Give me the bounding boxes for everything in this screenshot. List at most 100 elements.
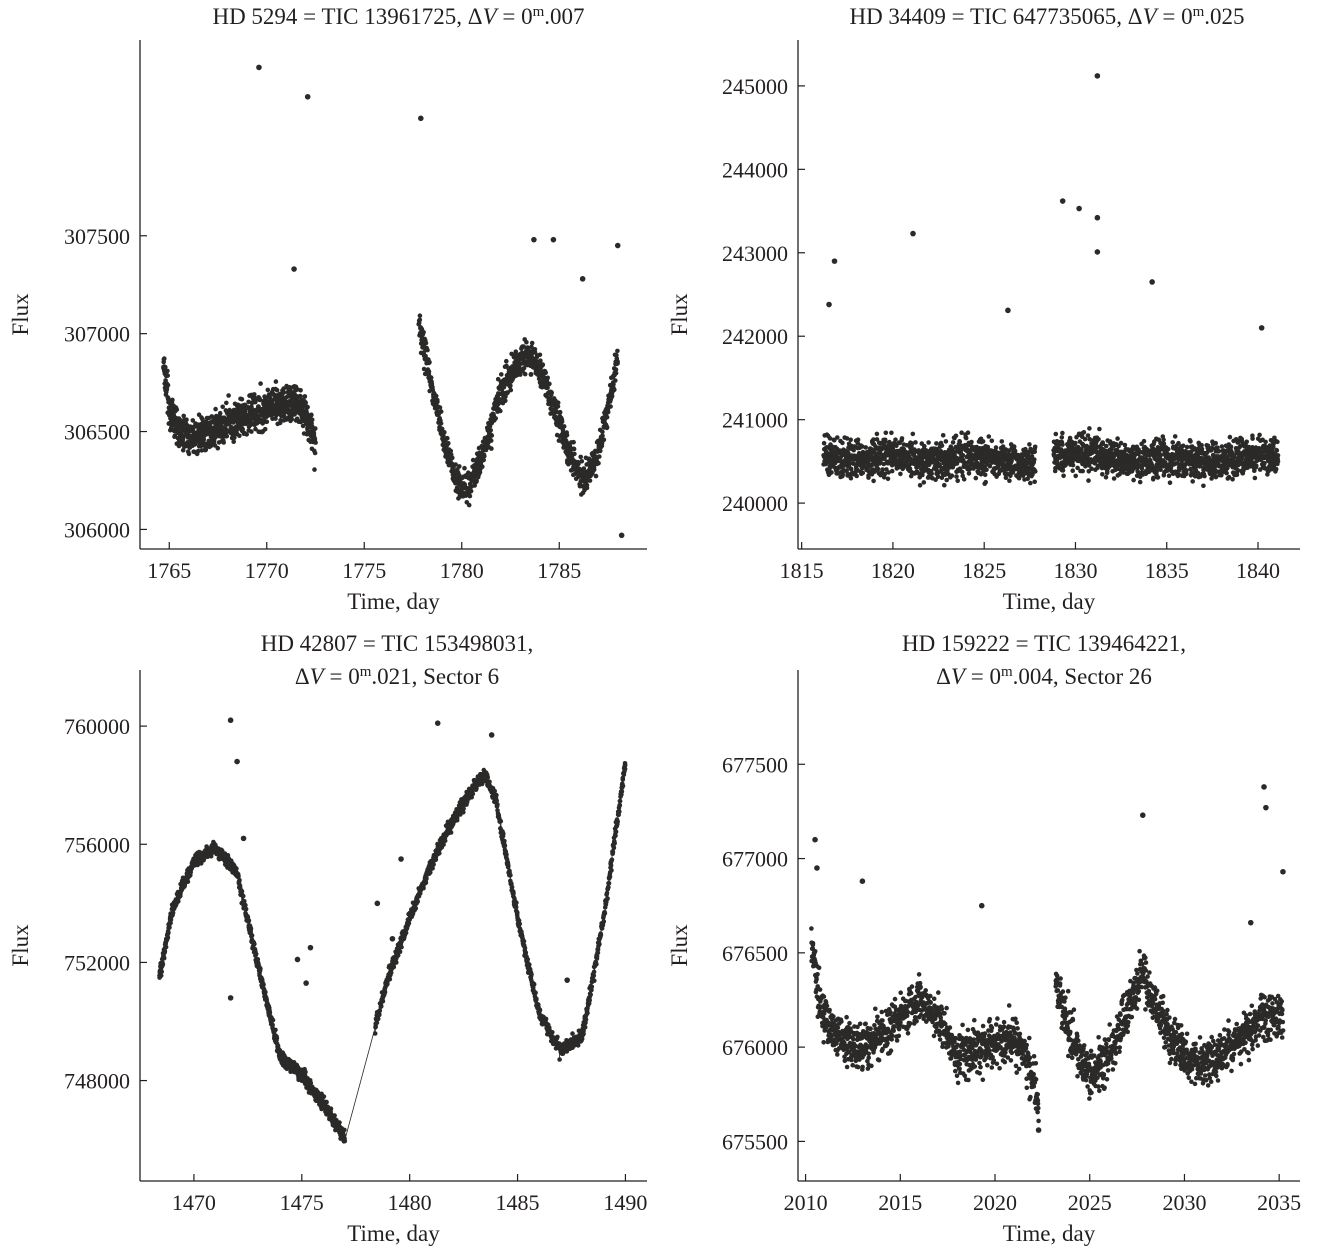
data-point xyxy=(438,409,444,414)
data-point xyxy=(882,471,888,477)
data-point xyxy=(1028,480,1033,486)
outlier-point xyxy=(1094,214,1101,221)
data-point xyxy=(508,387,514,393)
y-tick-label: 240000 xyxy=(722,491,788,516)
data-point xyxy=(453,462,458,467)
data-point xyxy=(158,973,164,978)
data-point xyxy=(1275,453,1281,458)
data-point xyxy=(969,439,974,445)
data-point xyxy=(217,410,223,416)
data-point xyxy=(1154,469,1159,474)
data-point xyxy=(474,478,479,483)
data-point xyxy=(874,437,880,442)
data-point xyxy=(257,397,263,403)
x-tick-label: 1780 xyxy=(440,558,484,583)
data-point xyxy=(488,428,494,433)
data-point xyxy=(863,445,868,450)
x-axis-label: Time, day xyxy=(347,589,440,614)
data-point xyxy=(1086,478,1091,483)
data-point xyxy=(529,340,535,346)
data-point xyxy=(549,390,554,396)
outlier-point xyxy=(1149,279,1155,285)
data-point xyxy=(929,471,934,477)
data-point xyxy=(312,450,318,456)
data-point xyxy=(1100,472,1105,477)
data-point xyxy=(555,400,561,406)
data-point xyxy=(598,448,603,454)
data-point xyxy=(615,348,620,354)
outlier-point xyxy=(531,236,537,243)
data-point xyxy=(1205,443,1211,449)
data-point xyxy=(253,426,258,432)
data-point xyxy=(561,424,567,429)
data-point xyxy=(252,392,257,397)
data-point xyxy=(1158,452,1163,458)
data-point xyxy=(446,441,451,446)
chart-title: HD 42807 = TIC 153498031, ΔV = 0m.021, Se… xyxy=(0,627,794,693)
delta-v-symbol: ΔV = xyxy=(467,4,522,29)
data-point xyxy=(1061,473,1066,479)
data-point xyxy=(208,854,214,859)
data-point xyxy=(556,438,562,443)
data-point xyxy=(578,454,583,460)
chart-title: HD 34409 = TIC 647735065, ΔV = 0m.025 xyxy=(659,0,1318,33)
data-point xyxy=(866,475,871,480)
data-point xyxy=(249,933,255,938)
data-point xyxy=(1155,475,1161,480)
data-point xyxy=(470,457,476,463)
data-point xyxy=(162,356,167,361)
data-point xyxy=(180,447,186,453)
data-point xyxy=(482,453,487,459)
data-point xyxy=(1073,440,1078,446)
outlier-point xyxy=(1059,198,1066,204)
outlier-point xyxy=(579,276,586,282)
data-point xyxy=(1087,426,1092,431)
data-point xyxy=(591,467,597,473)
data-point xyxy=(1082,436,1088,442)
data-point xyxy=(973,475,979,481)
data-point xyxy=(170,397,175,403)
data-point xyxy=(167,925,172,930)
data-point xyxy=(1032,449,1037,455)
data-point xyxy=(267,1010,273,1016)
data-point xyxy=(1104,443,1109,449)
data-point xyxy=(917,483,923,488)
data-point xyxy=(161,359,166,365)
data-point xyxy=(1275,459,1281,464)
data-point xyxy=(503,398,508,404)
data-point xyxy=(450,455,455,461)
data-point xyxy=(851,447,856,453)
data-point xyxy=(821,440,827,446)
y-tick-label: 244000 xyxy=(722,157,788,182)
outlier-point xyxy=(256,64,262,71)
x-tick-label: 1840 xyxy=(1236,558,1280,583)
data-point xyxy=(1274,448,1280,453)
data-point xyxy=(829,470,834,475)
outlier-point xyxy=(304,93,311,100)
chart-plot: 1765 1770 1775 1780 178530600030650030700030… xyxy=(8,40,647,614)
data-point xyxy=(1161,437,1166,443)
data-point xyxy=(195,448,201,454)
data-point xyxy=(172,433,178,438)
data-point xyxy=(1273,466,1279,472)
data-point xyxy=(982,472,988,478)
data-point xyxy=(613,378,618,383)
data-point xyxy=(165,935,171,940)
data-point xyxy=(1089,466,1094,472)
data-point xyxy=(312,467,317,472)
data-point xyxy=(521,344,526,349)
data-point xyxy=(258,381,263,386)
data-point xyxy=(571,446,577,452)
data-point xyxy=(910,431,916,437)
data-point xyxy=(963,435,969,441)
data-point xyxy=(847,461,853,466)
data-point xyxy=(165,368,170,374)
data-point xyxy=(1075,465,1080,471)
y-tick-label: 245000 xyxy=(722,74,788,99)
magnitude-unit: m xyxy=(1192,4,1205,20)
data-point xyxy=(265,387,271,393)
chart-plot: 1815 1820 1825 1830 1835 18402400002410002420… xyxy=(667,40,1300,614)
data-point xyxy=(529,344,534,350)
data-point xyxy=(477,470,483,475)
data-point xyxy=(935,474,941,480)
